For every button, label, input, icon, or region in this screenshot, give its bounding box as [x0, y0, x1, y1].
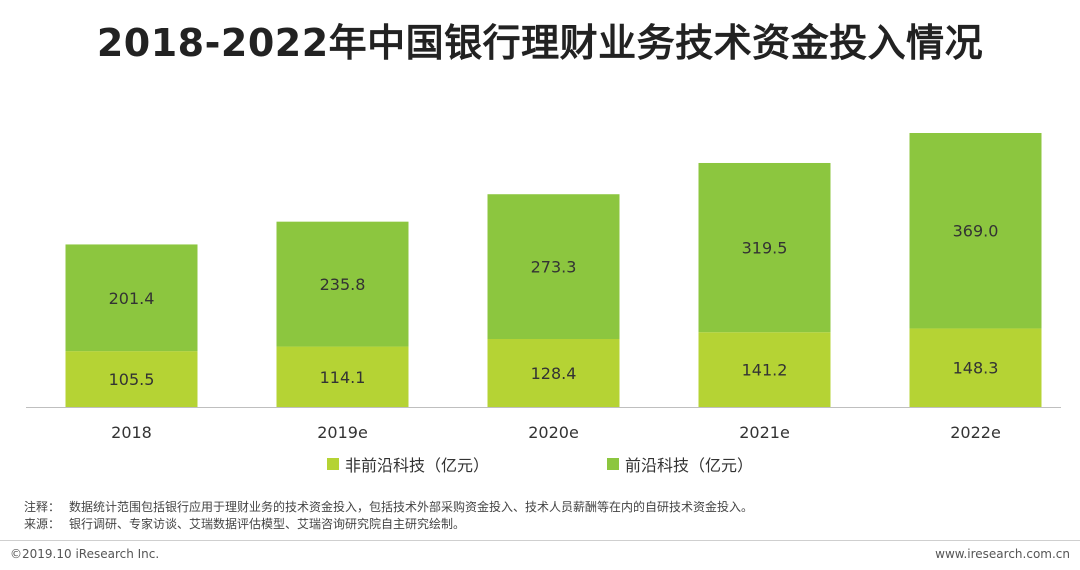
data-label-frontier-2018: 201.4 — [109, 289, 155, 308]
data-label-frontier-2020e: 273.3 — [531, 258, 577, 277]
chart-legend: 非前沿科技（亿元） 前沿科技（亿元） — [0, 452, 1080, 476]
data-label-non-frontier-2020e: 128.4 — [531, 364, 577, 383]
bar-segment-frontier-2020e — [487, 194, 620, 339]
copyright-text: ©2019.10 iResearch Inc. — [10, 547, 160, 561]
x-tick-label-2019e: 2019e — [317, 423, 368, 442]
note-label: 注释： — [24, 500, 61, 514]
chart-notes: 注释： 数据统计范围包括银行应用于理财业务的技术资金投入，包括技术外部采购资金投… — [24, 499, 753, 533]
legend-label-frontier: 前沿科技（亿元） — [625, 456, 754, 475]
legend-item-non-frontier: 非前沿科技（亿元） — [326, 452, 489, 476]
bar-segment-non-frontier-2018 — [65, 351, 198, 407]
data-label-frontier-2019e: 235.8 — [320, 275, 366, 294]
bar-segment-non-frontier-2020e — [487, 338, 620, 407]
bar-segment-non-frontier-2021e — [698, 332, 831, 407]
bar-segment-non-frontier-2022e — [909, 328, 1042, 407]
x-tick-label-2018: 2018 — [111, 423, 152, 442]
x-tick-label-2021e: 2021e — [739, 423, 790, 442]
data-label-non-frontier-2021e: 141.2 — [742, 361, 788, 380]
footer-divider — [0, 540, 1080, 541]
note-row: 注释： 数据统计范围包括银行应用于理财业务的技术资金投入，包括技术外部采购资金投… — [24, 499, 753, 516]
data-label-non-frontier-2018: 105.5 — [109, 370, 155, 389]
x-tick-label-2022e: 2022e — [950, 423, 1001, 442]
data-label-frontier-2021e: 319.5 — [742, 239, 788, 258]
source-label: 来源： — [24, 517, 61, 531]
legend-swatch-frontier — [607, 458, 619, 470]
website-link[interactable]: www.iresearch.com.cn — [935, 547, 1070, 561]
bar-segment-frontier-2019e — [276, 221, 409, 347]
x-tick-label-2020e: 2020e — [528, 423, 579, 442]
legend-swatch-non-frontier — [326, 458, 339, 470]
bar-segment-frontier-2022e — [909, 133, 1042, 329]
stacked-bar-chart: 105.5 201.4 2018 114.1 235.8 2019e 128.4 273.3 2… — [26, 133, 1061, 442]
data-label-non-frontier-2019e: 114.1 — [320, 368, 366, 387]
page-title: 2018-2022年中国银行理财业务技术资金投入情况 — [96, 21, 984, 65]
bar-segment-non-frontier-2019e — [276, 346, 409, 407]
legend-label-non-frontier: 非前沿科技（亿元） — [344, 456, 489, 475]
source-row: 来源： 银行调研、专家访谈、艾瑞数据评估模型、艾瑞咨询研究院自主研究绘制。 — [24, 516, 753, 533]
bar-segment-frontier-2018 — [65, 244, 198, 352]
source-text: 银行调研、专家访谈、艾瑞数据评估模型、艾瑞咨询研究院自主研究绘制。 — [69, 517, 466, 531]
bar-segment-frontier-2021e — [698, 162, 831, 333]
note-text: 数据统计范围包括银行应用于理财业务的技术资金投入，包括技术外部采购资金投入、技术… — [69, 500, 754, 514]
legend-item-frontier: 前沿科技（亿元） — [607, 452, 753, 476]
data-label-frontier-2022e: 369.0 — [953, 222, 999, 241]
data-label-non-frontier-2022e: 148.3 — [953, 359, 999, 378]
